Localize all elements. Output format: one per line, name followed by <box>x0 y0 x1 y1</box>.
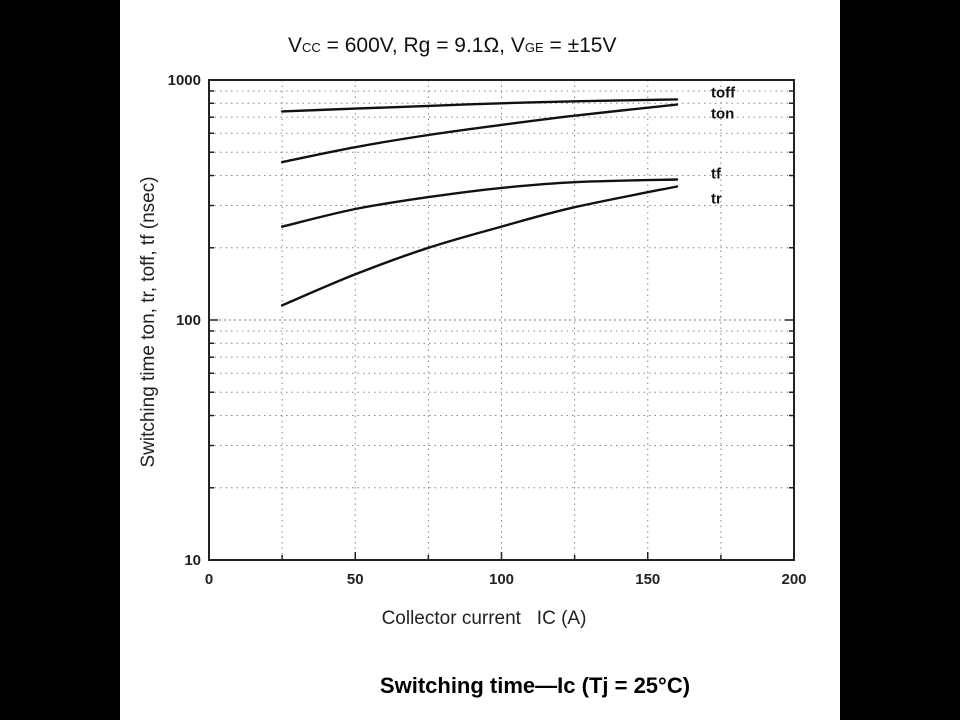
y-tick-label: 1000 <box>168 72 201 89</box>
series-label-tf: tf <box>711 165 722 182</box>
series-line-tf <box>280 178 679 228</box>
tick-labels: 0 50 100 150 200 10 100 1000 <box>168 72 807 588</box>
x-tick-label: 200 <box>781 571 806 588</box>
y-tick-label: 10 <box>184 552 201 569</box>
x-axis-label: Collector current IC (A) <box>382 608 587 629</box>
x-tick-label: 150 <box>635 571 660 588</box>
x-tick-label: 0 <box>205 571 213 588</box>
series-labels: toff ton tf tr <box>711 84 736 207</box>
series-label-tr: tr <box>711 190 722 207</box>
x-tick-label: 100 <box>489 571 514 588</box>
series-label-toff: toff <box>711 84 736 101</box>
page-background <box>120 0 840 720</box>
series-label-ton: ton <box>711 106 734 123</box>
plot-frame <box>208 79 795 561</box>
series-line-toff <box>280 98 679 113</box>
y-tick-label: 100 <box>176 312 201 329</box>
series-line-ton <box>280 103 679 164</box>
series-line-tr <box>280 185 679 307</box>
conditions-title: VCC = 600V, Rg = 9.1Ω, VGE = ±15V <box>288 34 617 57</box>
left-dark-band <box>0 0 120 720</box>
x-tick-label: 50 <box>347 571 364 588</box>
y-axis-label: Switching time ton, tr, toff, tf (nsec) <box>138 176 159 467</box>
caption: Switching time—Ic (Tj = 25°C) <box>380 673 690 698</box>
series-lines <box>280 98 679 307</box>
right-dark-band <box>840 0 960 720</box>
